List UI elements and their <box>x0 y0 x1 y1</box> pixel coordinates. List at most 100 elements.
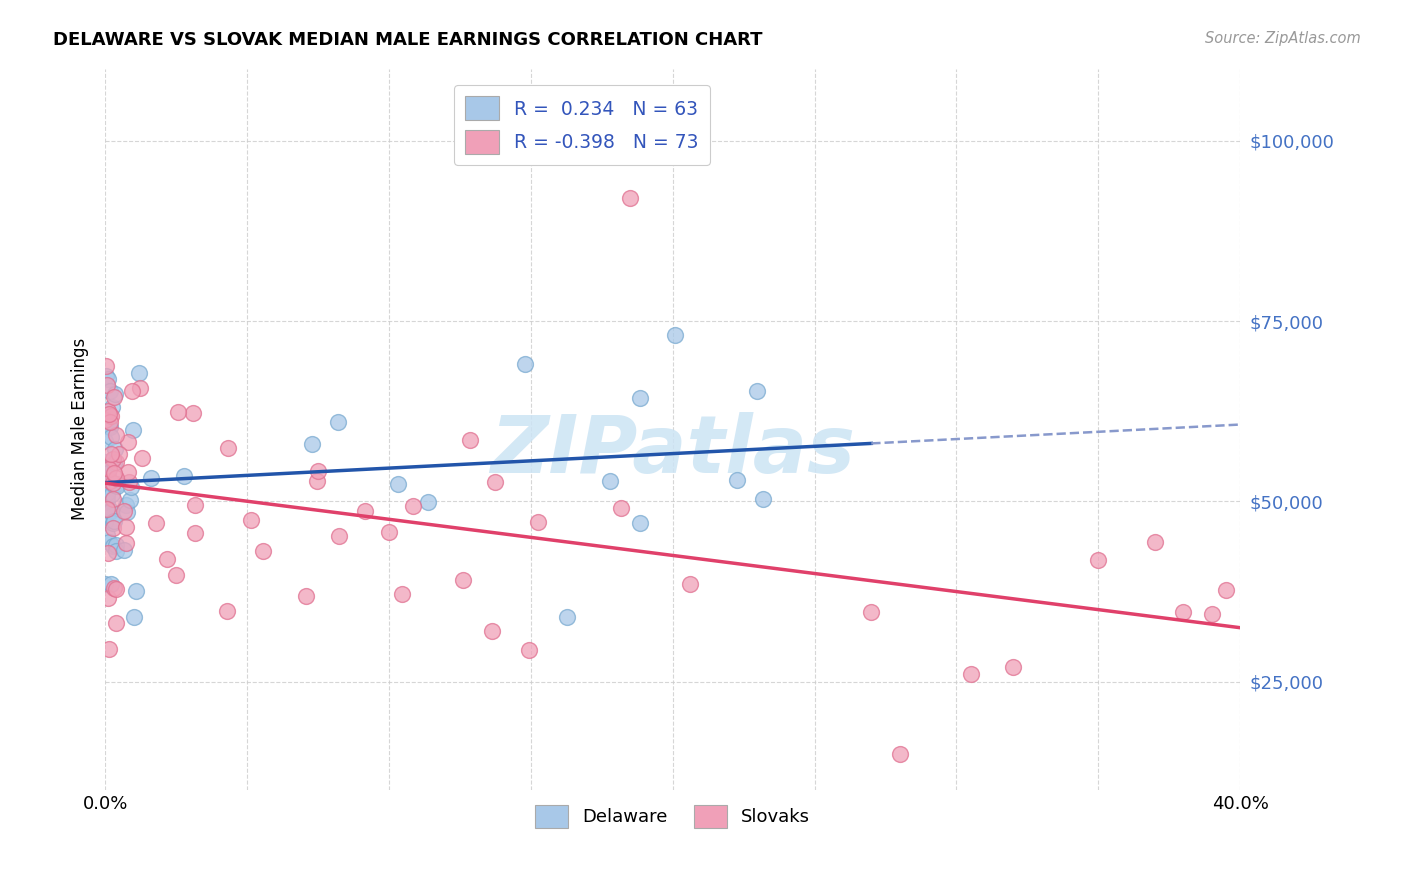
Point <box>326 415 349 429</box>
Point <box>98 535 121 549</box>
Point <box>105 471 128 485</box>
Point <box>94 515 117 529</box>
Point <box>100 400 122 414</box>
Point <box>103 516 125 530</box>
Point <box>115 499 138 513</box>
Point <box>679 576 702 591</box>
Point <box>96 489 118 503</box>
Point <box>97 419 120 434</box>
Point <box>117 434 139 449</box>
Point <box>103 581 125 595</box>
Point <box>115 519 138 533</box>
Point <box>101 452 124 467</box>
Point <box>98 384 121 398</box>
Point <box>860 605 883 619</box>
Point <box>104 544 127 558</box>
Point <box>1215 582 1237 597</box>
Point <box>139 471 162 485</box>
Point <box>100 577 122 591</box>
Point <box>94 463 117 477</box>
Point <box>94 408 117 422</box>
Text: ZIPatlas: ZIPatlas <box>491 412 855 490</box>
Point <box>1002 660 1025 674</box>
Point <box>105 479 128 493</box>
Point <box>307 464 329 478</box>
Point <box>328 529 350 543</box>
Point <box>97 466 120 480</box>
Point <box>94 434 117 449</box>
Point <box>378 524 401 539</box>
Point <box>97 407 120 421</box>
Point <box>115 536 138 550</box>
Point <box>387 476 409 491</box>
Point <box>112 543 135 558</box>
Point <box>100 447 122 461</box>
Point <box>94 494 117 508</box>
Point <box>101 491 124 506</box>
Point <box>610 500 633 515</box>
Y-axis label: Median Male Earnings: Median Male Earnings <box>72 338 89 520</box>
Point <box>94 577 117 591</box>
Point <box>98 474 121 488</box>
Point <box>481 624 503 638</box>
Point <box>402 499 425 513</box>
Point <box>103 540 125 554</box>
Point <box>628 516 651 530</box>
Point <box>98 419 121 434</box>
Point <box>391 587 413 601</box>
Point <box>103 390 125 404</box>
Point <box>104 616 127 631</box>
Point <box>128 381 150 395</box>
Point <box>128 366 150 380</box>
Point <box>145 516 167 531</box>
Point <box>484 475 506 489</box>
Text: DELAWARE VS SLOVAK MEDIAN MALE EARNINGS CORRELATION CHART: DELAWARE VS SLOVAK MEDIAN MALE EARNINGS … <box>53 31 763 49</box>
Point <box>105 477 128 491</box>
Point <box>96 359 118 374</box>
Point <box>104 387 127 401</box>
Point <box>108 447 131 461</box>
Point <box>96 528 118 542</box>
Point <box>1144 534 1167 549</box>
Point <box>97 641 120 656</box>
Point <box>101 451 124 466</box>
Point <box>252 544 274 558</box>
Text: Source: ZipAtlas.com: Source: ZipAtlas.com <box>1205 31 1361 46</box>
Legend: Delaware, Slovaks: Delaware, Slovaks <box>527 797 817 835</box>
Point <box>165 568 187 582</box>
Point <box>97 462 120 476</box>
Point <box>745 384 768 398</box>
Point <box>100 430 122 444</box>
Point <box>100 409 122 423</box>
Point <box>557 609 579 624</box>
Point <box>96 404 118 418</box>
Point <box>156 552 179 566</box>
Point <box>122 423 145 437</box>
Point <box>301 436 323 450</box>
Point <box>117 466 139 480</box>
Point <box>307 474 329 488</box>
Point <box>103 456 125 470</box>
Point <box>96 475 118 490</box>
Point <box>120 480 142 494</box>
Point <box>115 505 138 519</box>
Point <box>131 451 153 466</box>
Point <box>104 582 127 597</box>
Point <box>103 466 125 480</box>
Point <box>112 504 135 518</box>
Point <box>416 494 439 508</box>
Point <box>96 494 118 508</box>
Point <box>526 515 548 529</box>
Point <box>94 413 117 427</box>
Point <box>517 643 540 657</box>
Point <box>97 545 120 559</box>
Point <box>294 589 316 603</box>
Point <box>752 492 775 507</box>
Point <box>96 502 118 516</box>
Point <box>125 583 148 598</box>
Point <box>1087 553 1109 567</box>
Point <box>167 405 190 419</box>
Point <box>619 191 641 205</box>
Point <box>105 427 128 442</box>
Point <box>889 747 911 761</box>
